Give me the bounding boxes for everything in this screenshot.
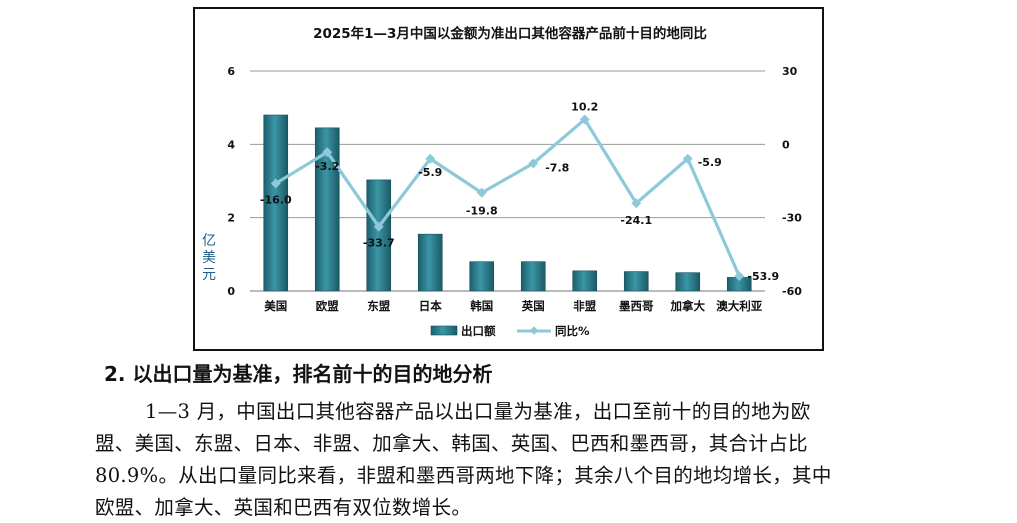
y2-tick-label: -60 <box>782 285 802 298</box>
y-axis-label-char: 元 <box>202 267 216 283</box>
yoy-point <box>425 153 436 164</box>
x-tick-label: 加拿大 <box>670 299 706 313</box>
yoy-point <box>373 221 384 232</box>
data-label: -16.0 <box>260 193 292 206</box>
x-tick-label: 美国 <box>264 299 287 313</box>
yoy-point <box>322 147 333 158</box>
bar-东盟 <box>366 179 392 292</box>
section-heading: 2. 以出口量为基准，排名前十的目的地分析 <box>104 362 493 386</box>
y-tick-label: 6 <box>227 65 235 78</box>
legend-bar-label: 出口额 <box>461 324 496 338</box>
bar-日本 <box>417 233 443 292</box>
x-tick-label: 欧盟 <box>316 299 339 313</box>
y2-tick-label: 0 <box>782 138 790 151</box>
y2-tick-label: 30 <box>782 65 798 78</box>
y-axis-label-char: 亿 <box>202 233 216 249</box>
bar-非盟 <box>572 270 598 292</box>
y-axis-label-char: 美 <box>202 250 216 266</box>
data-label: -19.8 <box>466 205 498 218</box>
y-tick-label: 2 <box>227 212 235 225</box>
x-tick-label: 东盟 <box>367 299 390 313</box>
yoy-point <box>270 178 281 189</box>
data-label: -5.9 <box>698 156 722 169</box>
yoy-line <box>274 117 741 277</box>
chart-frame: 2025年1—3月中国以金额为准出口其他容器产品前十目的地同比 0 2 4 6 -60 -3… <box>193 7 824 351</box>
data-label: -53.9 <box>747 270 779 283</box>
bar-英国 <box>520 261 546 292</box>
bar-美国 <box>263 114 289 292</box>
data-label: 10.2 <box>571 100 598 113</box>
chart-title: 2025年1—3月中国以金额为准出口其他容器产品前十目的地同比 <box>313 25 707 42</box>
paragraph-line-3: 80.9%。从出口量同比来看，非盟和墨西哥两地下降；其余八个目的地均增长，其中 <box>95 464 832 487</box>
data-label: -33.7 <box>363 237 395 250</box>
legend-line-marker <box>529 326 539 335</box>
x-tick-label: 韩国 <box>470 299 493 313</box>
yoy-point <box>528 158 539 169</box>
paragraph-line-2: 盟、美国、东盟、日本、非盟、加拿大、韩国、英国、巴西和墨西哥，其合计占比 <box>95 432 808 455</box>
x-tick-label: 非盟 <box>573 299 596 313</box>
yoy-point <box>579 114 590 125</box>
y2-tick-label: -30 <box>782 212 802 225</box>
x-tick-label: 澳大利亚 <box>716 299 762 313</box>
y-tick-label: 0 <box>227 285 235 298</box>
y-tick-label: 4 <box>227 138 235 151</box>
paragraph-line-1: 1—3 月，中国出口其他容器产品以出口量为基准，出口至前十的目的地为欧 <box>145 400 811 423</box>
yoy-point <box>734 271 745 282</box>
yoy-point <box>682 153 693 164</box>
combo-chart: 2025年1—3月中国以金额为准出口其他容器产品前十目的地同比 0 2 4 6 -60 -3… <box>202 25 802 338</box>
yoy-point <box>476 187 487 198</box>
yoy-point <box>631 198 642 209</box>
legend-line-label: 同比% <box>555 324 590 338</box>
bar-韩国 <box>469 261 495 292</box>
data-label: -3.2 <box>315 160 339 173</box>
data-label: -7.8 <box>545 161 569 174</box>
data-label: -24.1 <box>620 214 652 227</box>
bar-墨西哥 <box>623 271 649 292</box>
x-tick-label: 日本 <box>419 299 442 313</box>
bar-加拿大 <box>675 272 701 292</box>
x-tick-label: 英国 <box>521 299 545 313</box>
data-label: -5.9 <box>418 166 442 179</box>
paragraph-line-4: 欧盟、加拿大、英国和巴西有双位数增长。 <box>95 496 472 519</box>
legend-bar-swatch <box>430 325 458 336</box>
x-tick-label: 墨西哥 <box>619 299 654 313</box>
